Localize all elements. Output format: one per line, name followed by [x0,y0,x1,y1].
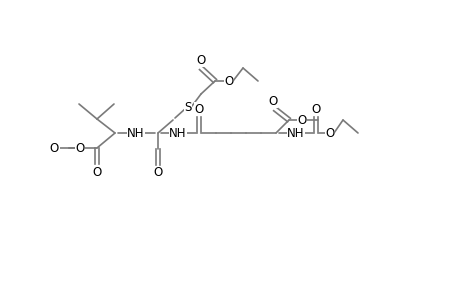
Text: O: O [196,53,205,67]
Text: NH: NH [286,127,304,140]
Text: O: O [224,74,233,88]
Text: O: O [194,103,203,116]
Text: O: O [92,166,101,178]
Text: O: O [153,167,162,179]
Text: O: O [297,113,306,127]
Text: O: O [325,127,334,140]
Text: O: O [50,142,59,154]
Text: NH: NH [169,127,186,140]
Text: O: O [311,103,320,116]
Text: O: O [75,142,84,154]
Text: S: S [184,100,191,113]
Text: O: O [268,94,277,107]
Text: NH: NH [127,127,145,140]
